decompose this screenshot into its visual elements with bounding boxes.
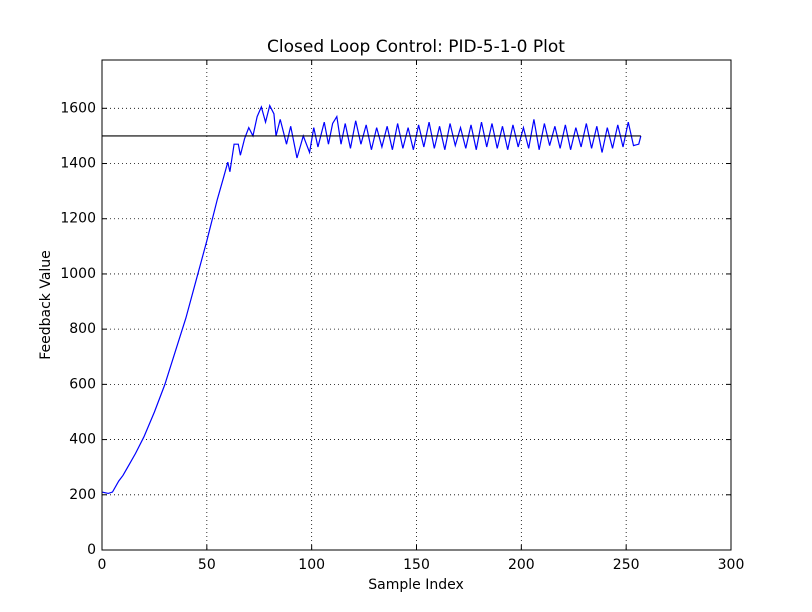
plot-frame bbox=[101, 59, 732, 551]
x-tick-label: 250 bbox=[613, 557, 640, 573]
x-tick-label: 300 bbox=[718, 557, 745, 573]
y-tick-label: 1600 bbox=[60, 100, 96, 116]
y-tick-label: 1000 bbox=[60, 266, 96, 282]
x-tick-label: 200 bbox=[508, 557, 535, 573]
y-tick-label: 0 bbox=[87, 542, 96, 558]
chart-title: Closed Loop Control: PID-5-1-0 Plot bbox=[267, 37, 565, 57]
y-tick-label: 200 bbox=[69, 487, 96, 503]
x-tick-label: 0 bbox=[98, 557, 107, 573]
data-line bbox=[101, 103, 642, 495]
x-axis-label: Sample Index bbox=[368, 577, 463, 593]
x-tick-label: 150 bbox=[403, 557, 430, 573]
x-tick-label: 100 bbox=[298, 557, 325, 573]
y-tick-label: 400 bbox=[69, 432, 96, 448]
y-tick-label: 800 bbox=[69, 321, 96, 337]
y-axis-label: Feedback Value bbox=[38, 250, 54, 360]
y-tick-label: 600 bbox=[69, 376, 96, 392]
x-tick-label: 50 bbox=[198, 557, 216, 573]
y-tick-label: 1400 bbox=[60, 156, 96, 172]
y-tick-label: 1200 bbox=[60, 211, 96, 227]
